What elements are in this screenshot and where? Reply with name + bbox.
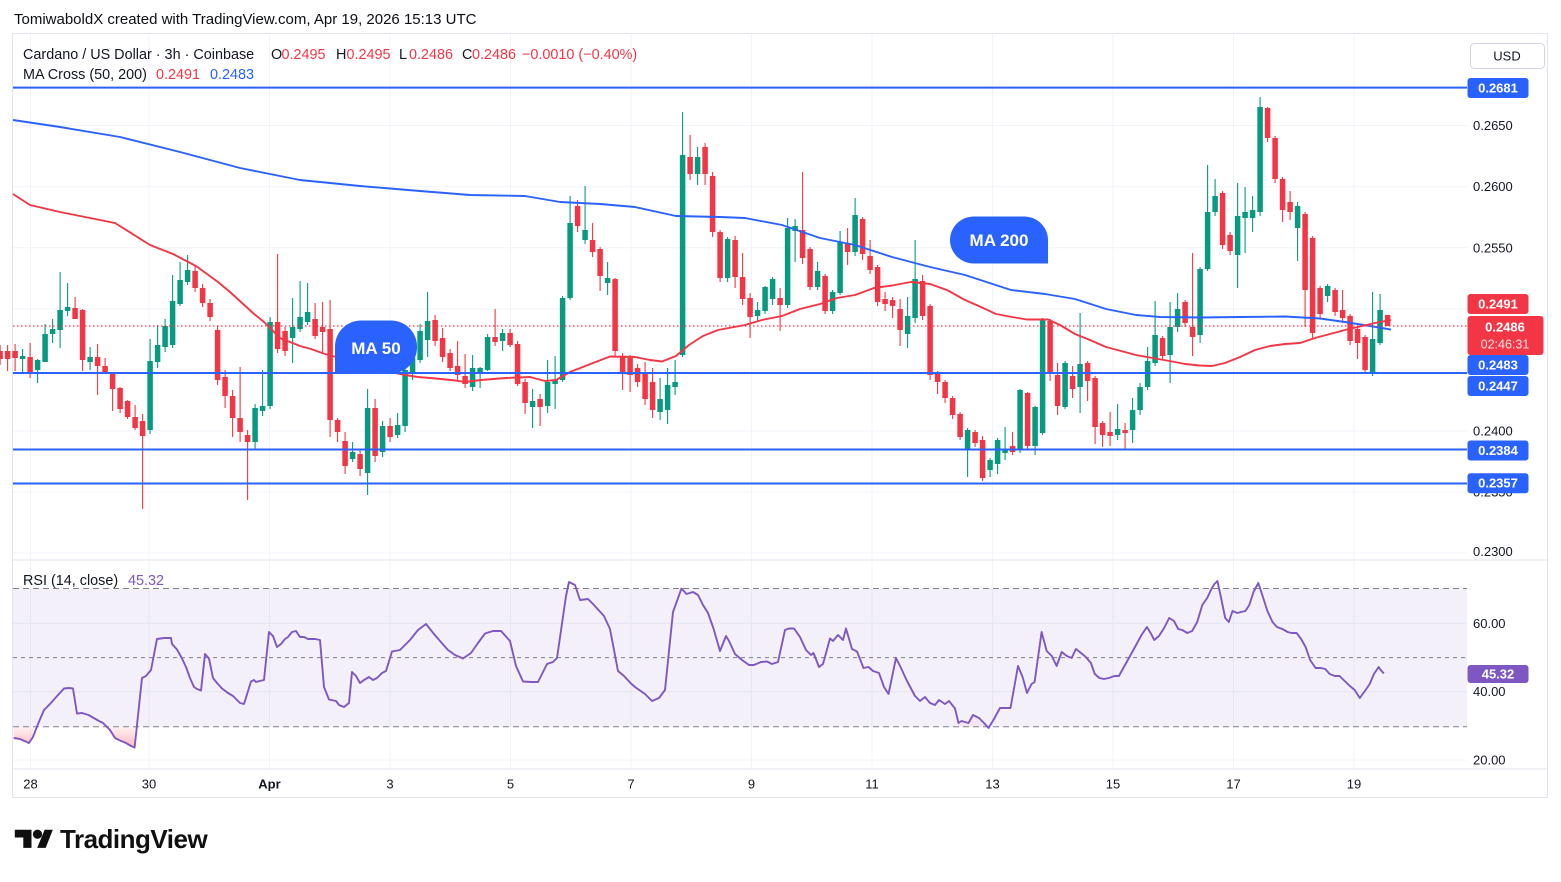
svg-text:0.2400: 0.2400 [1473, 424, 1513, 439]
svg-text:15: 15 [1106, 777, 1120, 792]
svg-text:7: 7 [627, 777, 634, 792]
svg-text:Cardano / US Dollar · 3h · Coi: Cardano / US Dollar · 3h · Coinbase [23, 47, 254, 63]
svg-text:9: 9 [748, 777, 755, 792]
svg-text:MA 200: MA 200 [970, 231, 1029, 250]
svg-text:0.2681: 0.2681 [1478, 81, 1518, 96]
svg-text:02:46:31: 02:46:31 [1481, 338, 1530, 352]
svg-text:0.2447: 0.2447 [1478, 379, 1518, 394]
svg-text:0.2495: 0.2495 [282, 47, 326, 63]
svg-text:0.2486: 0.2486 [1485, 320, 1525, 335]
svg-text:0.2486: 0.2486 [409, 47, 453, 63]
svg-text:L: L [399, 47, 407, 63]
svg-text:C: C [462, 47, 472, 63]
svg-text:0.2491: 0.2491 [156, 67, 200, 83]
svg-text:0.2550: 0.2550 [1473, 240, 1513, 255]
svg-text:60.00: 60.00 [1473, 616, 1506, 631]
svg-text:5: 5 [507, 777, 514, 792]
svg-text:0.2650: 0.2650 [1473, 118, 1513, 133]
svg-text:0.2600: 0.2600 [1473, 179, 1513, 194]
svg-text:13: 13 [985, 777, 999, 792]
svg-text:19: 19 [1347, 777, 1361, 792]
svg-text:20.00: 20.00 [1473, 753, 1506, 768]
svg-text:30: 30 [142, 777, 156, 792]
svg-text:0.2300: 0.2300 [1473, 544, 1513, 559]
svg-text:40.00: 40.00 [1473, 684, 1506, 699]
svg-text:RSI (14, close): RSI (14, close) [23, 573, 118, 589]
svg-text:0.2491: 0.2491 [1478, 297, 1518, 312]
svg-text:TomiwaboldX created with Tradi: TomiwaboldX created with TradingView.com… [14, 11, 477, 28]
svg-text:3: 3 [386, 777, 393, 792]
svg-text:0.2384: 0.2384 [1478, 443, 1519, 458]
svg-text:45.32: 45.32 [128, 573, 164, 589]
svg-text:Apr: Apr [258, 777, 280, 792]
svg-text:TradingView: TradingView [60, 824, 208, 854]
svg-text:USD: USD [1493, 49, 1520, 64]
svg-text:0.2486: 0.2486 [472, 47, 516, 63]
svg-text:11: 11 [865, 777, 879, 792]
svg-text:MA 50: MA 50 [351, 339, 400, 358]
svg-text:0.2495: 0.2495 [347, 47, 391, 63]
svg-text:28: 28 [23, 777, 37, 792]
svg-text:0.2357: 0.2357 [1478, 476, 1518, 491]
svg-text:0.2483: 0.2483 [210, 67, 254, 83]
svg-text:H: H [336, 47, 346, 63]
svg-text:MA Cross (50, 200): MA Cross (50, 200) [23, 67, 147, 83]
svg-text:O: O [271, 47, 282, 63]
svg-text:0.2483: 0.2483 [1478, 358, 1518, 373]
svg-text:17: 17 [1226, 777, 1240, 792]
svg-text:−0.0010 (−0.40%): −0.0010 (−0.40%) [522, 47, 637, 63]
svg-text:45.32: 45.32 [1482, 667, 1515, 682]
